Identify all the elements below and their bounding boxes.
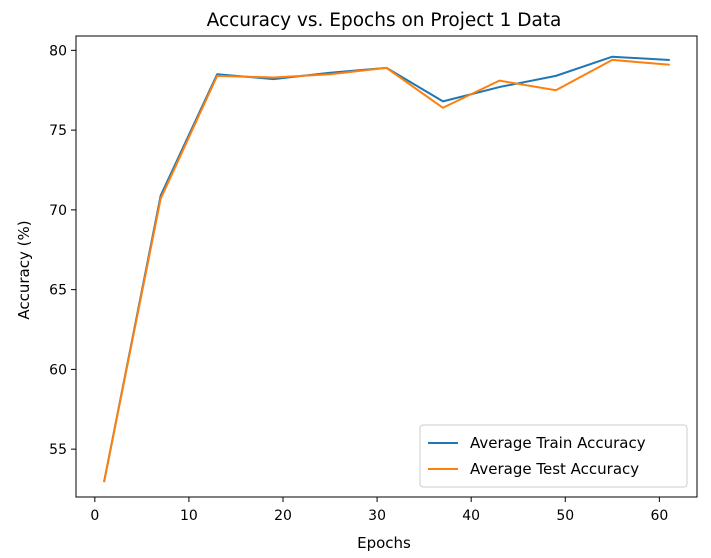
y-tick-label: 80 <box>49 43 67 59</box>
x-tick-label: 40 <box>462 508 480 524</box>
series-line-2 <box>103 58 670 483</box>
x-tick-label: 20 <box>274 508 292 524</box>
y-tick-label: 75 <box>49 123 67 139</box>
x-tick-label: 30 <box>368 508 386 524</box>
x-tick-label: 50 <box>556 508 574 524</box>
x-axis-label: Epochs <box>357 534 411 552</box>
x-tick-label: 60 <box>650 508 668 524</box>
legend: Average Train Accuracy Average Test Accur… <box>419 424 688 488</box>
x-tick-label: 10 <box>180 508 198 524</box>
y-axis-label: Accuracy (%) <box>15 220 33 319</box>
chart-title: Accuracy vs. Epochs on Project 1 Data <box>207 10 562 31</box>
legend-label-1: Average Train Accuracy <box>470 434 646 452</box>
legend-box <box>419 424 688 488</box>
legend-label-2: Average Test Accuracy <box>470 460 639 478</box>
y-tick-label: 65 <box>49 283 67 299</box>
y-tick-label: 60 <box>49 362 67 378</box>
y-tick-label: 70 <box>49 203 67 219</box>
plot-layer: 0 10 20 30 40 50 60 55 60 65 70 75 80 <box>49 35 698 524</box>
y-tick-label: 55 <box>49 442 67 458</box>
x-tick-label: 0 <box>90 508 99 524</box>
axes-frame <box>75 35 698 498</box>
